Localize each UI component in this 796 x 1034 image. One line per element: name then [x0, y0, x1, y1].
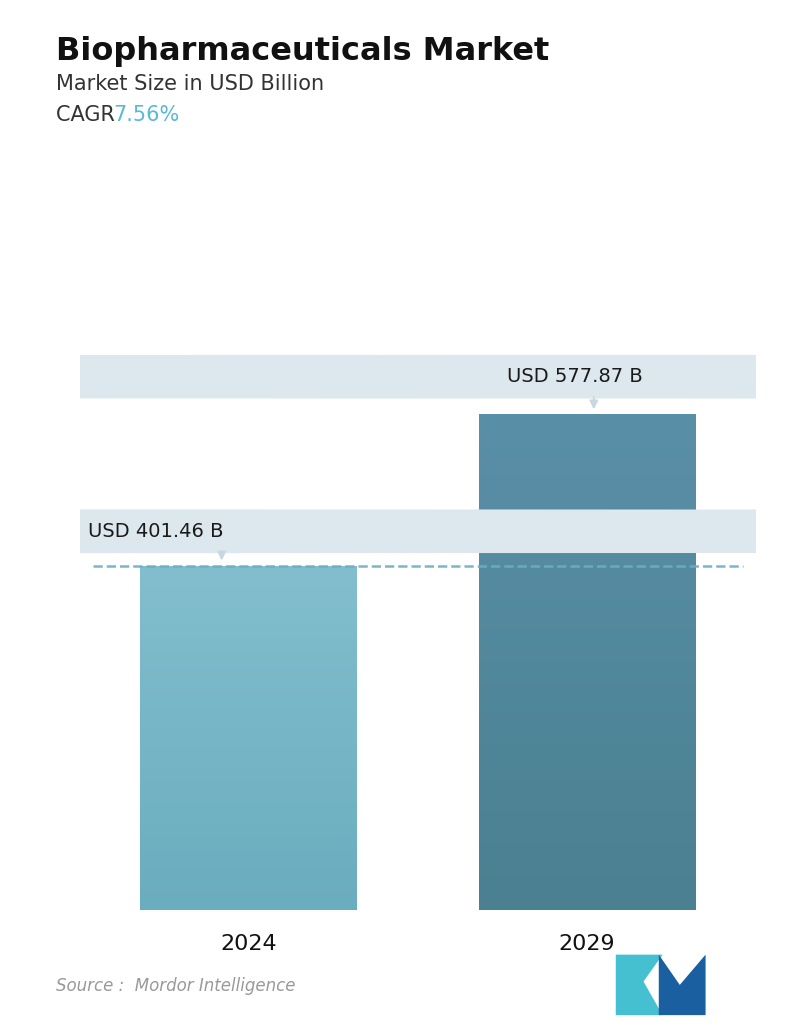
Text: Source :  Mordor Intelligence: Source : Mordor Intelligence	[56, 977, 295, 995]
FancyBboxPatch shape	[0, 355, 796, 398]
Text: USD 577.87 B: USD 577.87 B	[507, 367, 643, 387]
Polygon shape	[616, 954, 662, 1015]
Text: 7.56%: 7.56%	[113, 105, 179, 125]
Text: Market Size in USD Billion: Market Size in USD Billion	[56, 74, 324, 94]
FancyBboxPatch shape	[0, 510, 796, 553]
Text: Biopharmaceuticals Market: Biopharmaceuticals Market	[56, 36, 549, 67]
Text: USD 401.46 B: USD 401.46 B	[88, 522, 224, 541]
Text: CAGR: CAGR	[56, 105, 121, 125]
Polygon shape	[659, 954, 705, 1015]
